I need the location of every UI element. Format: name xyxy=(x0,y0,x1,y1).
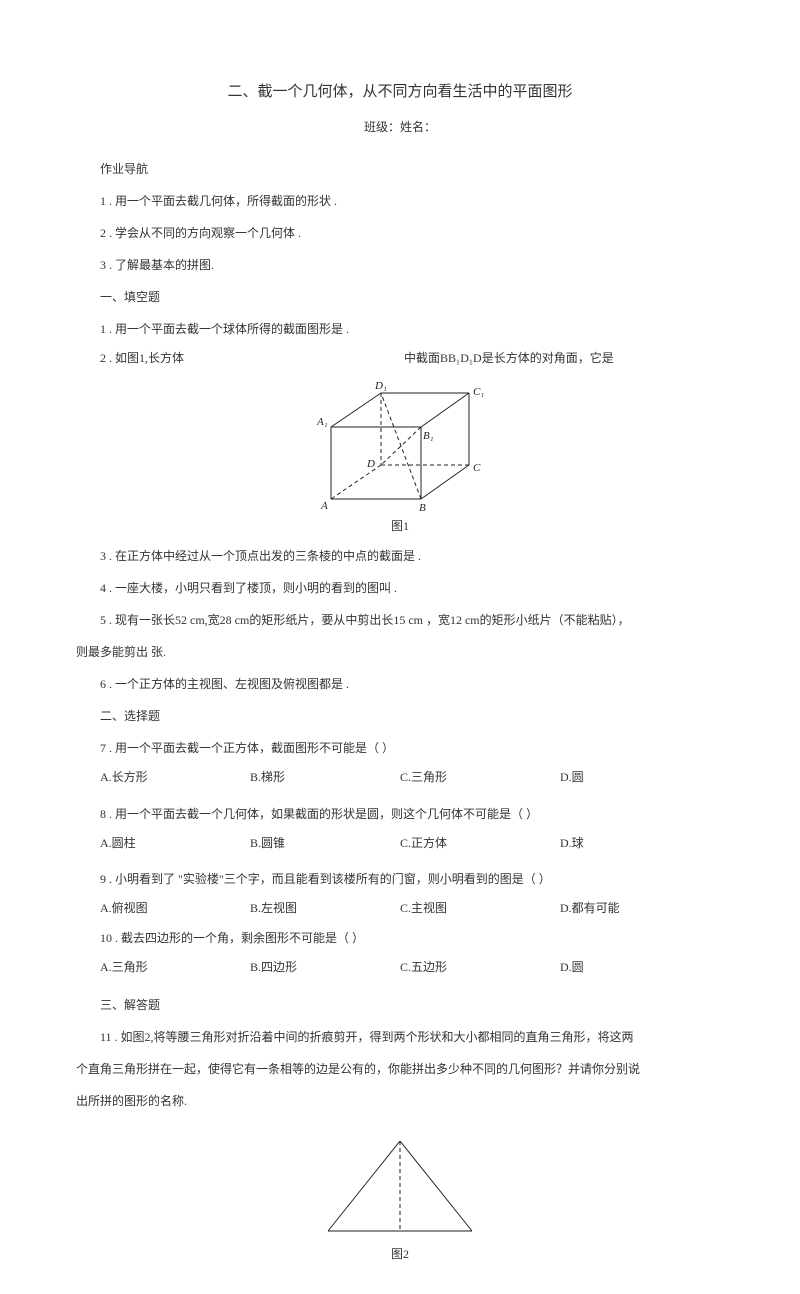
q8-choice-a: A.圆柱 xyxy=(100,834,250,853)
svg-text:D₁: D₁ xyxy=(374,381,387,392)
q10-choice-b: B.四边形 xyxy=(250,958,400,977)
question-7: 7 . 用一个平面去截一个正方体，截面图形不可能是（ ） xyxy=(76,736,724,760)
svg-text:A: A xyxy=(320,500,328,511)
question-1: 1 . 用一个平面去截一个球体所得的截面图形是 . xyxy=(76,317,724,341)
class-name-line: 班级：姓名： xyxy=(76,118,724,137)
q10-choice-d: D.圆 xyxy=(560,958,584,977)
figure-1-label: 图1 xyxy=(76,517,724,536)
page-title: 二、截一个几何体，从不同方向看生活中的平面图形 xyxy=(76,80,724,104)
question-9: 9 . 小明看到了 "实验楼"三个字，而且能看到该楼所有的门窗，则小明看到的图是… xyxy=(76,867,724,891)
q7-choice-c: C.三角形 xyxy=(400,768,560,787)
q9-choice-a: A.俯视图 xyxy=(100,899,250,918)
question-11-line-2: 个直角三角形拼在一起，使得它有一条相等的边是公有的，你能拼出多少种不同的几何图形… xyxy=(76,1057,724,1081)
question-8: 8 . 用一个平面去截一个几何体，如果截面的形状是圆，则这个几何体不可能是（ ） xyxy=(76,802,724,826)
q8-choice-c: C.正方体 xyxy=(400,834,560,853)
section-3-heading: 三、解答题 xyxy=(76,993,724,1017)
nav-heading: 作业导航 xyxy=(76,157,724,181)
question-11-line-3: 出所拼的图形的名称. xyxy=(76,1089,724,1113)
nav-item-1: 1 . 用一个平面去截几何体，所得截面的形状 . xyxy=(76,189,724,213)
section-1-heading: 一、填空题 xyxy=(76,285,724,309)
q8-choice-d: D.球 xyxy=(560,834,584,853)
q7-choice-b: B.梯形 xyxy=(250,768,400,787)
section-2-heading: 二、选择题 xyxy=(76,704,724,728)
q7-choice-d: D.圆 xyxy=(560,768,584,787)
svg-text:C₁: C₁ xyxy=(473,386,484,398)
question-10: 10 . 截去四边形的一个角，剩余图形不可能是（ ） xyxy=(76,926,724,950)
q2-suffix: 中截面BB₁D₁D是长方体的对角面，它是 xyxy=(404,349,614,368)
figure-2-label: 图2 xyxy=(76,1245,724,1264)
svg-text:C: C xyxy=(473,462,481,474)
q8-choice-b: B.圆锥 xyxy=(250,834,400,853)
q10-choice-c: C.五边形 xyxy=(400,958,560,977)
question-6: 6 . 一个正方体的主视图、左视图及俯视图都是 . xyxy=(76,672,724,696)
question-5-line-2: 则最多能剪出 张. xyxy=(76,640,724,664)
question-8-choices: A.圆柱 B.圆锥 C.正方体 D.球 xyxy=(76,834,724,853)
question-9-choices: A.俯视图 B.左视图 C.主视图 D.都有可能 xyxy=(76,899,724,918)
question-4: 4 . 一座大楼，小明只看到了楼顶，则小明的看到的图叫 . xyxy=(76,576,724,600)
q9-choice-d: D.都有可能 xyxy=(560,899,620,918)
nav-item-2: 2 . 学会从不同的方向观察一个几何体 . xyxy=(76,221,724,245)
nav-item-3: 3 . 了解最基本的拼图. xyxy=(76,253,724,277)
question-3: 3 . 在正方体中经过从一个顶点出发的三条棱的中点的截面是 . xyxy=(76,544,724,568)
svg-text:B₁: B₁ xyxy=(423,430,434,442)
question-7-choices: A.长方形 B.梯形 C.三角形 D.圆 xyxy=(76,768,724,787)
question-10-choices: A.三角形 B.四边形 C.五边形 D.圆 xyxy=(76,958,724,977)
q7-choice-a: A.长方形 xyxy=(100,768,250,787)
question-5-line-1: 5 . 现有一张长52 cm,宽28 cm的矩形纸片，要从中剪出长15 cm ，… xyxy=(76,608,724,632)
q2-prefix: 2 . 如图1,长方体 xyxy=(100,349,184,368)
svg-text:A₁: A₁ xyxy=(316,416,328,428)
svg-text:D: D xyxy=(366,458,375,470)
q9-choice-b: B.左视图 xyxy=(250,899,400,918)
question-2: 2 . 如图1,长方体 中截面BB₁D₁D是长方体的对角面，它是 xyxy=(76,349,724,367)
figure-2-triangle xyxy=(310,1131,490,1239)
question-11-line-1: 11 . 如图2,将等腰三角形对折沿着中间的折痕剪开，得到两个形状和大小都相同的… xyxy=(76,1025,724,1049)
q9-choice-c: C.主视图 xyxy=(400,899,560,918)
svg-text:B: B xyxy=(419,502,426,511)
q10-choice-a: A.三角形 xyxy=(100,958,250,977)
figure-1-cuboid: A B C D A₁ B₁ C₁ D₁ xyxy=(315,381,485,511)
